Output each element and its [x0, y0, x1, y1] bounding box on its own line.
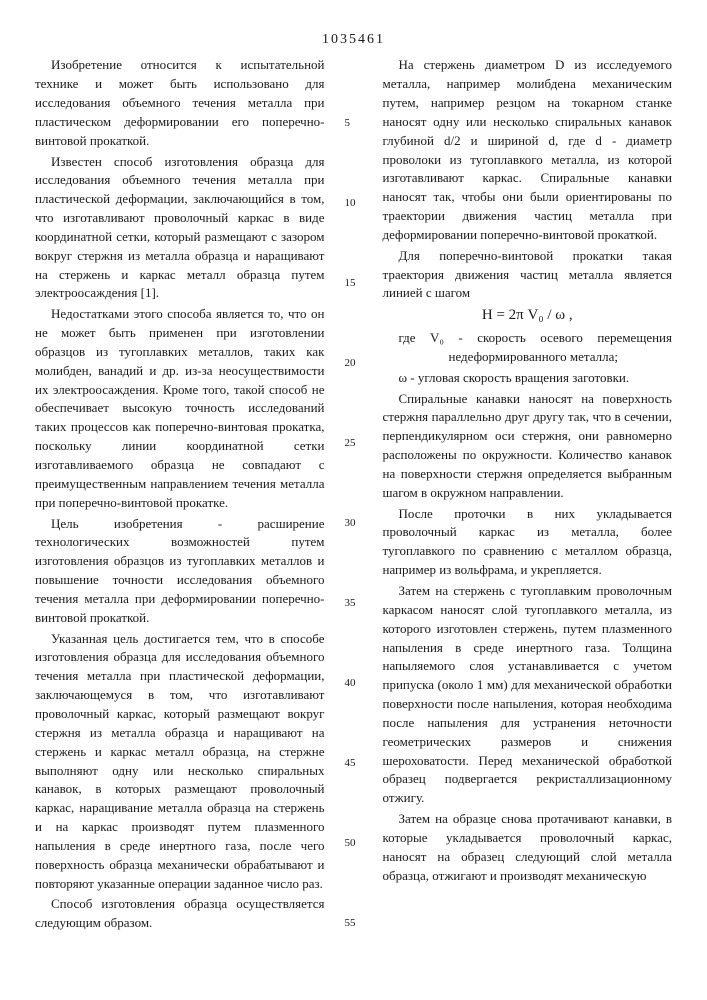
line-num: 5 [345, 116, 351, 132]
col2-para-1: На стержень диаметром D из исследуемого … [383, 56, 673, 244]
line-num: 45 [345, 756, 356, 772]
line-num: 25 [345, 436, 356, 452]
col1-para-6: Способ изготовления образца осуществляет… [35, 895, 325, 933]
line-num: 50 [345, 836, 356, 852]
line-num: 20 [345, 356, 356, 372]
line-num: 35 [345, 596, 356, 612]
col2-para-2: Для поперечно-винтовой прокатки такая тр… [383, 247, 673, 304]
col2-para-4: После проточки в них укладывается провол… [383, 505, 673, 580]
col2-para-6: Затем на образце снова протачивают канав… [383, 810, 673, 885]
col1-para-2: Известен способ изготовления образца для… [35, 153, 325, 304]
left-column: Изобретение относится к испытательной те… [35, 56, 325, 935]
formula-where-1: где V₀ - скорость осевого перемещения не… [383, 329, 673, 367]
col2-para-3: Спиральные канавки наносят на поверхност… [383, 390, 673, 503]
line-num: 10 [345, 196, 356, 212]
line-num: 55 [345, 916, 356, 932]
col1-para-5: Указанная цель достигается тем, что в сп… [35, 630, 325, 894]
two-column-layout: Изобретение относится к испытательной те… [35, 56, 672, 935]
col1-para-4: Цель изобретения - расширение технологич… [35, 515, 325, 628]
patent-number: 1035461 [35, 30, 672, 50]
col2-para-5: Затем на стержень с тугоплавким проволоч… [383, 582, 673, 808]
formula-where-2: ω - угловая скорость вращения заготовки. [383, 369, 673, 388]
line-number-gutter: 5 10 15 20 25 30 35 40 45 50 55 [345, 56, 363, 935]
where-text-1: где V₀ - скорость осевого перемещения не… [399, 329, 673, 367]
line-num: 15 [345, 276, 356, 292]
line-num: 30 [345, 516, 356, 532]
col1-para-1: Изобретение относится к испытательной те… [35, 56, 325, 150]
right-column: На стержень диаметром D из исследуемого … [383, 56, 673, 935]
line-num: 40 [345, 676, 356, 692]
formula: H = 2π V₀ / ω , [383, 305, 673, 327]
where-text-2: ω - угловая скорость вращения заготовки. [399, 369, 673, 388]
col1-para-3: Недостатками этого способа является то, … [35, 305, 325, 512]
